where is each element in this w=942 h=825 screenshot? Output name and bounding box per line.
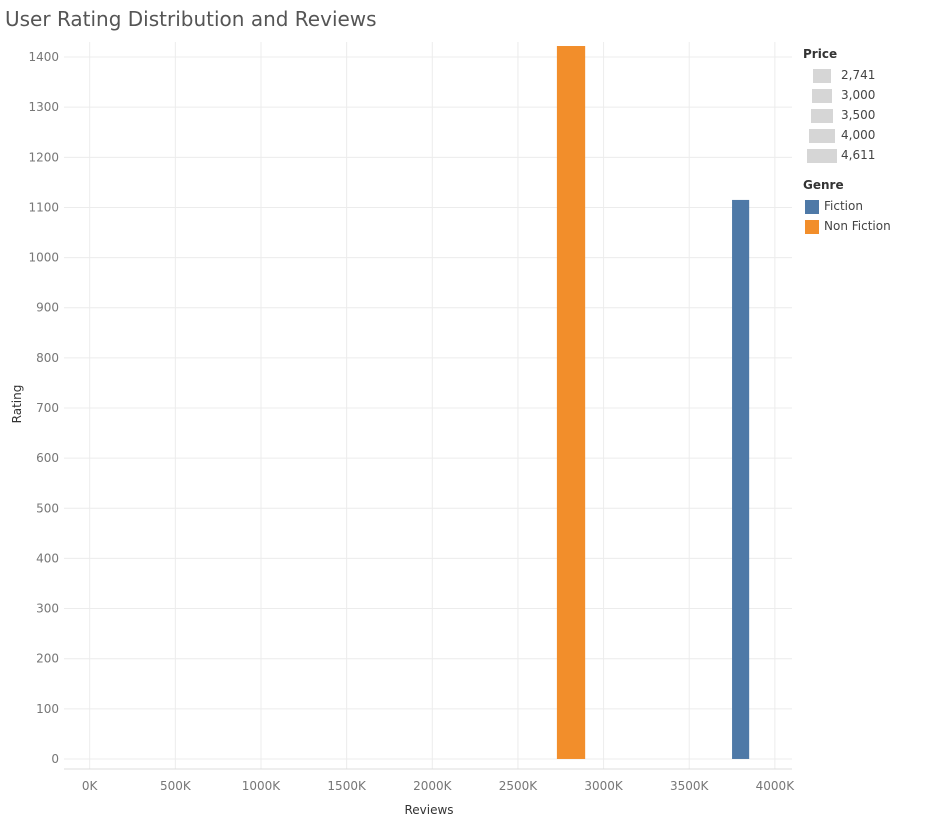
y-tick-label: 100 — [36, 702, 59, 716]
chart-title: User Rating Distribution and Reviews — [5, 7, 377, 31]
y-tick-label: 300 — [36, 602, 59, 616]
price-size-swatch — [812, 89, 832, 103]
price-size-swatch — [810, 109, 834, 123]
x-tick-label: 2000K — [413, 779, 453, 793]
genre-legend-label: Fiction — [824, 199, 863, 213]
x-tick-layer: 0K 500K 1000K 1500K 2000K 2500K 3000K 3500K 4000… — [82, 779, 795, 793]
y-tick-label: 1400 — [28, 50, 59, 64]
x-tick-label: 0K — [82, 779, 99, 793]
y-tick-label: 800 — [36, 351, 59, 365]
price-legend-items: 2,741 3,000 3,500 4,000 4,611 — [803, 66, 933, 166]
x-tick-label: 3000K — [584, 779, 624, 793]
bar-fiction — [732, 199, 750, 759]
legend: Price 2,741 3,000 3,500 4,000 4,611 Genre Fi… — [803, 47, 933, 237]
price-size-swatch — [807, 149, 837, 163]
price-legend-item: 4,611 — [803, 146, 933, 166]
price-legend-item: 2,741 — [803, 66, 933, 86]
y-tick-label: 1000 — [28, 251, 59, 265]
x-tick-label: 1000K — [242, 779, 282, 793]
y-tick-label: 0 — [51, 752, 59, 766]
price-legend-item: 3,000 — [803, 86, 933, 106]
y-tick-label: 200 — [36, 652, 59, 666]
price-size-swatch — [813, 69, 831, 83]
genre-color-swatch — [805, 220, 819, 234]
price-legend-label: 4,000 — [841, 128, 876, 142]
genre-legend-label: Non Fiction — [824, 219, 891, 233]
x-tick-label: 500K — [160, 779, 192, 793]
y-tick-label: 1300 — [28, 100, 59, 114]
y-axis-title: Rating — [10, 385, 24, 424]
price-legend-label: 3,500 — [841, 108, 876, 122]
price-size-swatch — [808, 129, 836, 143]
genre-color-swatch — [805, 200, 819, 214]
bar-non-fiction — [556, 46, 586, 759]
price-legend-label: 3,000 — [841, 88, 876, 102]
x-tick-label: 3500K — [670, 779, 710, 793]
y-tick-label: 1200 — [28, 150, 59, 164]
genre-legend-items: Fiction Non Fiction — [803, 197, 933, 237]
x-tick-label: 1500K — [327, 779, 367, 793]
y-tick-label: 400 — [36, 551, 59, 565]
genre-legend-item[interactable]: Fiction — [803, 197, 933, 217]
y-tick-label: 700 — [36, 401, 59, 415]
y-tick-label: 500 — [36, 501, 59, 515]
genre-legend-item[interactable]: Non Fiction — [803, 217, 933, 237]
bar-layer — [556, 46, 750, 759]
grid-layer — [64, 42, 792, 770]
x-tick-label: 4000K — [756, 779, 796, 793]
y-tick-layer: 0 100 200 300 400 500 600 700 800 900 1000 1100 1200… — [28, 50, 59, 766]
y-tick-label: 1100 — [28, 200, 59, 214]
y-tick-label: 600 — [36, 451, 59, 465]
genre-legend-title: Genre — [803, 178, 844, 192]
price-legend-item: 3,500 — [803, 106, 933, 126]
x-axis-title: Reviews — [404, 803, 453, 817]
price-legend-label: 4,611 — [841, 148, 876, 162]
y-tick-label: 900 — [36, 301, 59, 315]
price-legend-label: 2,741 — [841, 68, 876, 82]
x-tick-label: 2500K — [499, 779, 539, 793]
price-legend-item: 4,000 — [803, 126, 933, 146]
chart-plot: 0 100 200 300 400 500 600 700 800 900 1000 1100 1200… — [10, 42, 795, 817]
price-legend-title: Price — [803, 47, 838, 61]
